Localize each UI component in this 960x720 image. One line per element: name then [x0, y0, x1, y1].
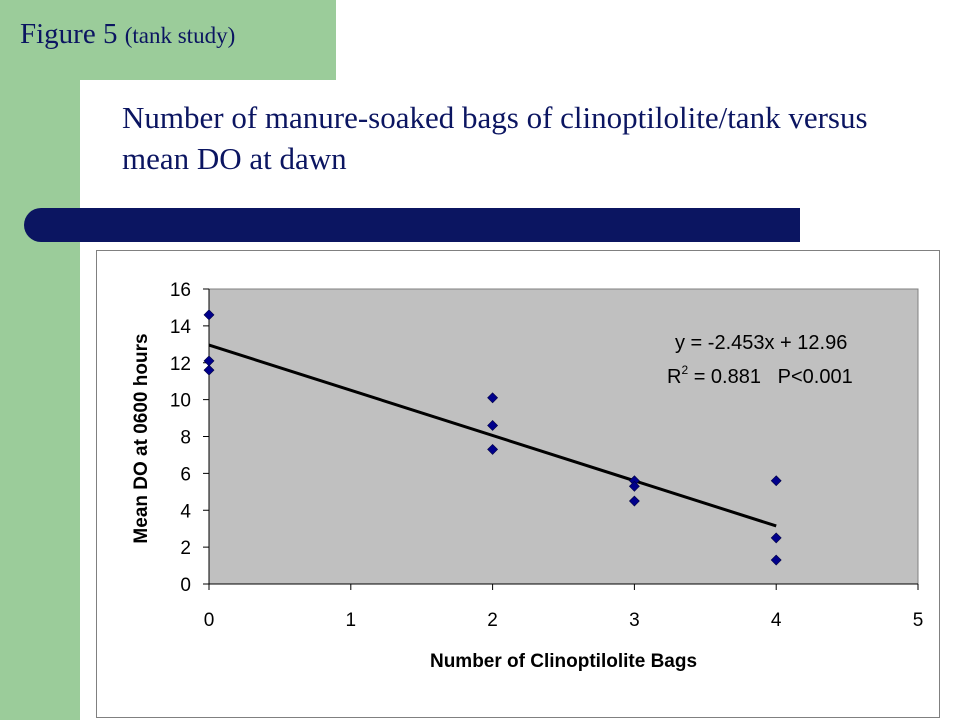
- y-tick-label: 0: [180, 575, 191, 596]
- y-tick-label: 12: [170, 354, 191, 375]
- x-tick-label: 1: [346, 610, 357, 631]
- data-point: [770, 532, 782, 544]
- sidebar-band: [0, 0, 80, 720]
- x-axis-title: Number of Clinoptilolite Bags: [430, 651, 697, 672]
- y-axis-title: Mean DO at 0600 hours: [131, 333, 152, 543]
- x-tick-label: 3: [629, 610, 640, 631]
- figure-subtitle: (tank study): [124, 23, 236, 48]
- trendline: [208, 343, 777, 528]
- x-tick-label: 4: [771, 610, 782, 631]
- chart-frame: 0 2 4 6 8 10 12 14 16 0 1 2 3 4 5 Number of Clinoptilol…: [96, 250, 940, 718]
- equation-annotation: y = -2.453x + 12.96: [675, 332, 847, 354]
- y-tick-label: 16: [170, 280, 191, 301]
- data-point: [487, 443, 499, 455]
- x-tick-label: 0: [204, 610, 215, 631]
- y-tick-label: 4: [180, 501, 191, 522]
- data-point: [770, 554, 782, 566]
- data-point: [770, 475, 782, 487]
- header-band: [0, 0, 336, 80]
- y-tick-label: 10: [170, 391, 191, 412]
- x-tick-label: 2: [487, 610, 498, 631]
- figure-label: Figure 5 (tank study): [20, 18, 235, 51]
- x-tick-label: 5: [913, 610, 924, 631]
- data-point: [203, 364, 215, 376]
- y-tick-label: 8: [180, 428, 191, 449]
- data-point: [487, 392, 499, 404]
- figure-number: Figure 5: [20, 18, 118, 50]
- r-squared-annotation: R2 = 0.881 P<0.001: [667, 363, 853, 388]
- slide-title: Number of manure-soaked bags of clinopti…: [122, 100, 868, 176]
- data-point: [628, 495, 640, 507]
- data-point: [487, 420, 499, 431]
- data-point: [628, 480, 640, 492]
- y-tick-label: 2: [180, 538, 191, 559]
- y-tick-label: 6: [180, 464, 191, 485]
- plot-area: [208, 288, 919, 585]
- title-divider-bar: [24, 208, 800, 242]
- data-point: [203, 309, 215, 321]
- y-tick-label: 14: [170, 317, 192, 338]
